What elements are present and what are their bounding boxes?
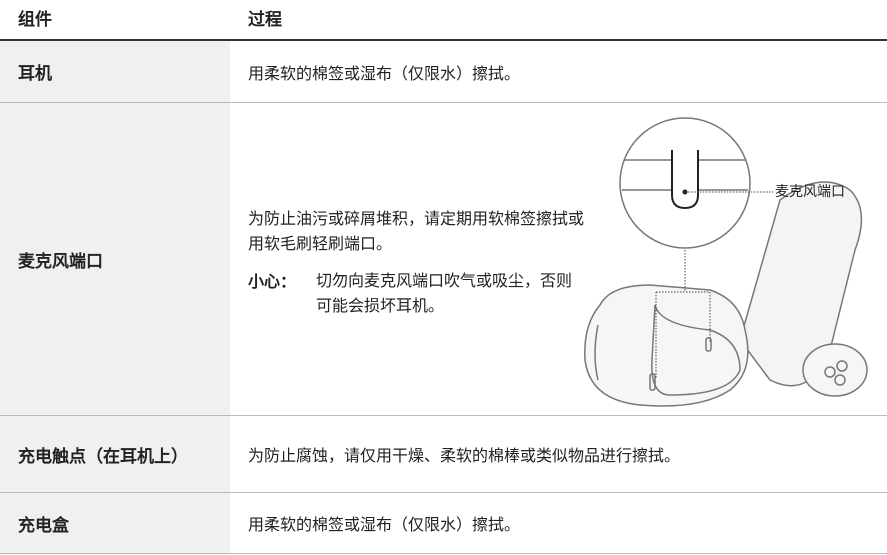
component-cell: 充电盒 bbox=[0, 493, 232, 553]
component-cell: 充电触点（在耳机上） bbox=[0, 416, 232, 492]
table-row: 耳机 用柔软的棉签或湿布（仅限水）擦拭。 bbox=[0, 41, 887, 103]
header-rule bbox=[0, 39, 887, 41]
process-cell: 用柔软的棉签或湿布（仅限水）擦拭。 bbox=[248, 515, 521, 534]
caution-label: 小心： bbox=[248, 272, 297, 291]
component-cell: 麦克风端口 bbox=[0, 103, 232, 415]
figure-label: 麦克风端口 bbox=[775, 184, 845, 200]
component-cell: 耳机 bbox=[0, 41, 232, 102]
caution-text: 切勿向麦克风端口吹气或吸尘，否则可能会损坏耳机。 bbox=[316, 271, 573, 315]
table-row: 充电盒 用柔软的棉签或湿布（仅限水）擦拭。 bbox=[0, 493, 887, 554]
process-cell: 用柔软的棉签或湿布（仅限水）擦拭。 bbox=[248, 63, 521, 83]
header-cell: 过程 bbox=[248, 10, 282, 30]
process-cell: 为防止油污或碎屑堆积，请定期用软棉签擦拭或用软毛刷轻刷端口。 bbox=[248, 209, 585, 253]
process-cell: 为防止腐蚀，请仅用干燥、柔软的棉棒或类似物品进行擦拭。 bbox=[248, 446, 681, 465]
table-row: 充电触点（在耳机上） 为防止腐蚀，请仅用干燥、柔软的棉棒或类似物品进行擦拭。 bbox=[0, 416, 887, 493]
table-row: 麦克风端口 bbox=[0, 103, 887, 416]
header-cell: 组件 bbox=[18, 10, 52, 30]
illustration: 麦克风端口 bbox=[584, 117, 868, 407]
